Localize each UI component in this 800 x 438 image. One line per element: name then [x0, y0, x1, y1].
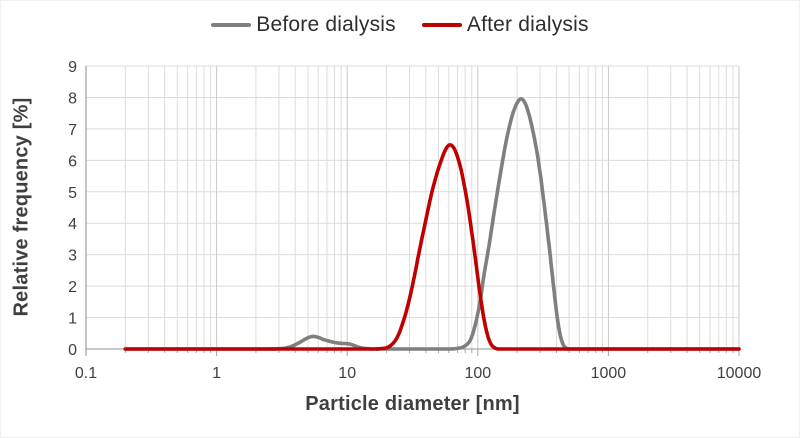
x-tick-label: 1: [212, 365, 221, 382]
legend: Before dialysis After dialysis: [1, 9, 799, 41]
x-tick-label: 1000: [591, 365, 627, 382]
y-tick-label: 0: [68, 342, 77, 359]
legend-swatch-before-dialysis: [211, 23, 252, 27]
legend-label-after-dialysis: After dialysis: [466, 13, 589, 36]
x-tick-label: 0.1: [75, 365, 97, 382]
y-tick-label: 2: [68, 279, 77, 296]
x-tick-label: 10000: [717, 365, 762, 382]
legend-item-before-dialysis[interactable]: Before dialysis: [211, 13, 396, 37]
y-tick-label: 6: [68, 153, 77, 170]
y-tick-label: 5: [68, 185, 77, 202]
legend-label-before-dialysis: Before dialysis: [256, 13, 396, 36]
legend-swatch-after-dialysis: [421, 23, 462, 27]
y-tick-label: 7: [68, 122, 77, 139]
curve-after-dialysis[interactable]: [123, 143, 741, 351]
x-tick-label: 100: [464, 365, 491, 382]
legend-item-after-dialysis[interactable]: After dialysis: [421, 13, 589, 37]
y-tick-label: 9: [68, 59, 77, 76]
y-tick-label: 1: [68, 311, 77, 328]
y-axis-title: Relative frequency [%]: [10, 97, 33, 317]
curve-before-dialysis[interactable]: [123, 97, 741, 351]
x-tick-label: 10: [338, 365, 356, 382]
y-tick-label: 8: [68, 90, 77, 107]
x-axis-title: Particle diameter [nm]: [305, 393, 520, 415]
y-tick-label: 4: [68, 216, 77, 233]
y-tick-label: 3: [68, 248, 77, 265]
